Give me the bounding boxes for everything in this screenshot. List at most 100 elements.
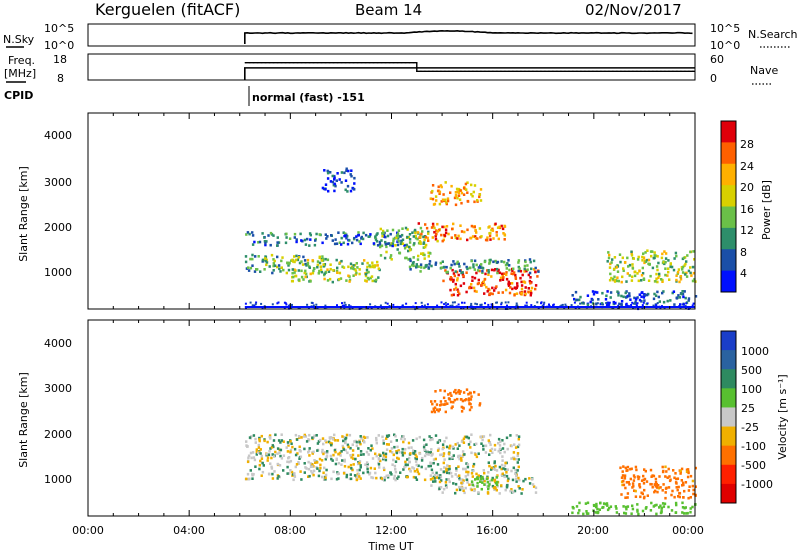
power-cell (342, 241, 345, 245)
power-cell (641, 304, 644, 307)
power-cell (647, 258, 651, 262)
velocity-cell (430, 484, 433, 487)
power-cell (527, 273, 530, 277)
velocity-cell (444, 481, 448, 484)
power-cell (630, 279, 634, 282)
velocity-cell (505, 436, 509, 440)
velocity-cell (488, 453, 491, 456)
power-cell (630, 250, 633, 254)
power-cell (512, 267, 515, 271)
velocity-cell (464, 475, 467, 478)
velocity-cell (269, 437, 272, 440)
power-cell (324, 270, 327, 274)
velocity-cell (395, 450, 398, 453)
velocity-cell (694, 493, 697, 497)
power-cell (331, 174, 334, 178)
power-cell (459, 237, 462, 241)
velocity-cell (251, 451, 255, 454)
velocity-cell (342, 439, 345, 443)
xtick-1600: 16:00 (476, 524, 508, 537)
velocity-cell (454, 482, 458, 486)
velocity-cell (478, 403, 481, 407)
power-cell (424, 243, 428, 247)
power-cell (315, 303, 318, 306)
velocity-cell (487, 461, 490, 464)
power-cell (686, 254, 689, 257)
power-cell (586, 294, 590, 297)
power-cell (622, 267, 625, 270)
power-cell (487, 303, 490, 306)
velocity-cell (680, 467, 684, 471)
power-cell (608, 278, 612, 282)
freq-tick-top: 18 (53, 53, 67, 66)
power-cell (476, 199, 479, 202)
velocity-cell (359, 450, 363, 453)
power-cell (428, 260, 432, 263)
velocity-cell (345, 433, 349, 437)
power-cell (611, 277, 615, 281)
power-cell (470, 283, 473, 286)
power-cell (336, 304, 338, 307)
power-cell (475, 231, 478, 234)
power-cell (412, 264, 415, 268)
power-cell (359, 242, 362, 246)
velocity-cell (460, 410, 464, 413)
power-cell (431, 189, 434, 193)
velocity-cell (515, 474, 518, 477)
power-cell (640, 295, 643, 298)
power-cell (272, 258, 275, 261)
power-cell (431, 197, 435, 201)
power-ytick-1000: 1000 (44, 266, 72, 279)
power-cell (472, 225, 475, 229)
velocity-cell (397, 475, 400, 479)
velocity-cell (626, 496, 629, 499)
power-cell (498, 225, 501, 229)
power-cell (378, 243, 382, 246)
power-cell (692, 302, 695, 305)
velocity-cell (634, 465, 638, 469)
power-cell (265, 240, 268, 243)
velocity-cell (660, 506, 664, 510)
power-cell (684, 304, 687, 307)
velocity-cell (397, 449, 400, 452)
velocity-cell (404, 460, 407, 464)
velocity-cell (505, 485, 509, 489)
power-cell (507, 280, 510, 284)
velocity-cell (402, 435, 405, 438)
power-cell (427, 255, 430, 258)
velocity-cell (438, 487, 441, 490)
velocity-cell (374, 452, 377, 456)
velocity-cell (626, 492, 630, 495)
velocity-cell (501, 447, 505, 450)
power-cell (343, 304, 345, 307)
velocity-cell (461, 399, 465, 403)
velocity-colorbar-frame (720, 330, 737, 504)
velocity-cell (392, 453, 395, 457)
velocity-cell (276, 452, 279, 455)
power-cell (361, 262, 364, 265)
power-cell (399, 242, 403, 246)
velocity-cell (458, 392, 461, 395)
power-cell (447, 303, 449, 306)
velocity-cell (342, 472, 346, 475)
power-cell (690, 274, 693, 277)
power-cell (302, 255, 305, 259)
power-cell (299, 232, 302, 236)
velocity-cell (528, 482, 532, 485)
power-cell (607, 251, 610, 254)
power-cell (495, 231, 498, 234)
power-cell (435, 199, 438, 202)
power-cell (263, 236, 266, 239)
power-cell (596, 291, 599, 294)
velocity-cell (435, 471, 438, 475)
power-cell (501, 227, 505, 231)
power-cell (503, 233, 506, 236)
power-cell (416, 258, 420, 261)
power-cell (347, 274, 350, 278)
velocity-cell (399, 471, 402, 474)
velocity-cell (586, 501, 590, 505)
velocity-cell (686, 511, 689, 515)
velocity-cell (407, 456, 411, 460)
velocity-cell (454, 473, 457, 476)
power-cell (606, 304, 608, 306)
